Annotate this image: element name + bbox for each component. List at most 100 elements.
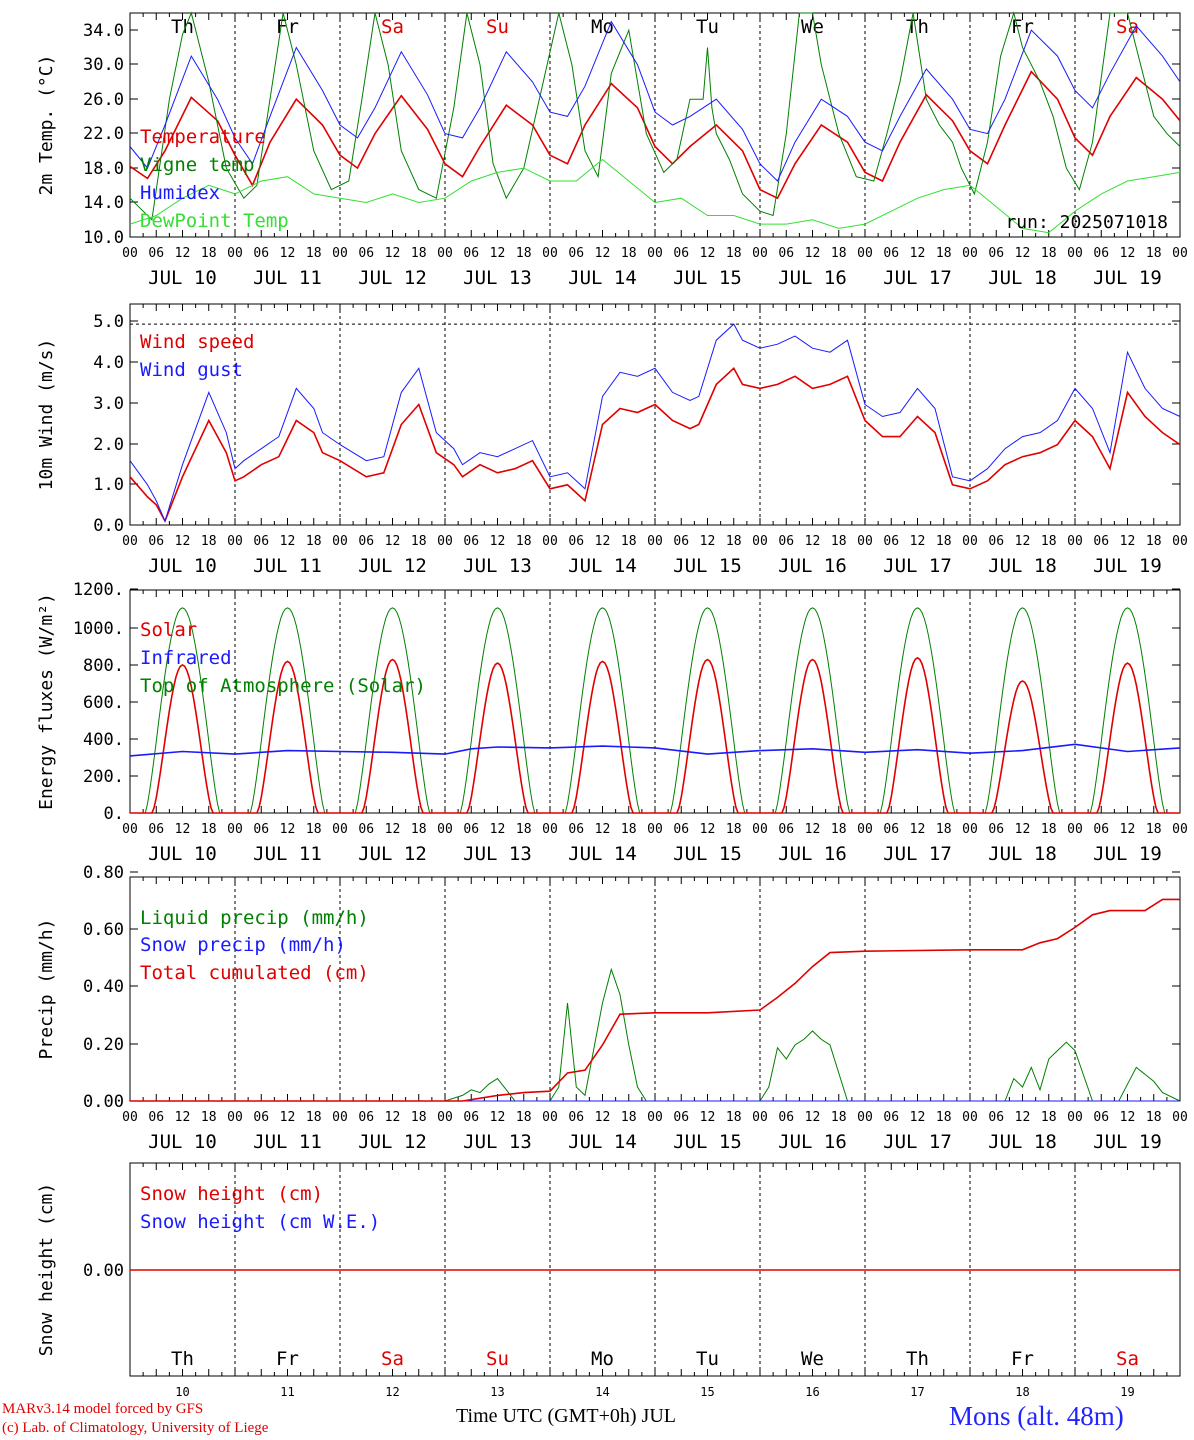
x-date-label: JUL 12 [358, 1131, 427, 1153]
weekday-label: Su [486, 16, 509, 38]
x-hour-label: 06 [358, 1110, 374, 1125]
x-hour-label: 06 [778, 246, 794, 261]
y-tick-label: 0.60 [83, 920, 124, 940]
series-line-total-cumulated-cm- [130, 898, 1180, 1102]
x-hour-label: 18 [201, 1110, 217, 1125]
y-tick-label: 0.00 [83, 1261, 124, 1281]
x-hour-label: 18 [1041, 1110, 1057, 1125]
legend-entry: Top of Atmosphere (Solar) [140, 675, 426, 697]
x-date-label: JUL 17 [883, 1131, 952, 1153]
series-line-infrared [129, 743, 1181, 757]
x-hour-label: 12 [385, 822, 401, 837]
x-hour-label: 12 [1120, 246, 1136, 261]
x-hour-label: 12 [805, 534, 821, 549]
x-hour-label: 18 [201, 822, 217, 837]
x-date-label: JUL 18 [988, 555, 1057, 577]
x-date-label: JUL 11 [253, 555, 322, 577]
x-hour-label: 18 [726, 246, 742, 261]
x-date-label: JUL 11 [253, 267, 322, 289]
x-hour-label: 00 [332, 534, 348, 549]
x-hour-label: 00 [122, 1110, 138, 1125]
x-hour-label: 18 [621, 822, 637, 837]
x-hour-label: 06 [148, 1110, 164, 1125]
y-axis-title: 2m Temp. (°C) [36, 55, 57, 196]
x-date-label: JUL 11 [253, 1131, 322, 1153]
x-hour-label: 06 [883, 534, 899, 549]
day-number-label: 12 [385, 1385, 399, 1399]
y-tick-label: 0.40 [83, 977, 124, 997]
x-hour-label: 12 [1015, 822, 1031, 837]
weekday-label: Sa [381, 16, 404, 38]
series-line-wind-gust [129, 323, 1181, 523]
x-date-label: JUL 18 [988, 267, 1057, 289]
x-hour-label: 00 [1067, 534, 1083, 549]
x-hour-label: 12 [280, 534, 296, 549]
x-hour-label: 00 [437, 1110, 453, 1125]
x-hour-label: 00 [122, 822, 138, 837]
x-hour-label: 12 [1015, 1110, 1031, 1125]
x-hour-label: 06 [883, 246, 899, 261]
x-date-label: JUL 10 [148, 555, 217, 577]
weekday-label: Fr [1011, 16, 1034, 38]
x-hour-label: 18 [516, 246, 532, 261]
x-hour-label: 18 [726, 534, 742, 549]
x-hour-label: 00 [542, 822, 558, 837]
x-hour-label: 00 [647, 1110, 663, 1125]
weekday-label: Tu [696, 1348, 719, 1370]
x-hour-label: 06 [778, 1110, 794, 1125]
x-hour-label: 12 [1120, 1110, 1136, 1125]
x-hour-label: 06 [988, 1110, 1004, 1125]
x-hour-label: 06 [673, 246, 689, 261]
x-hour-label: 12 [700, 246, 716, 261]
x-hour-label: 00 [227, 822, 243, 837]
x-hour-label: 06 [253, 1110, 269, 1125]
y-tick-label: 30.0 [83, 55, 124, 75]
x-date-label: JUL 14 [568, 267, 637, 289]
weekday-label: Th [906, 16, 929, 38]
series-line-liquid-precip-mm-h- [130, 967, 1181, 1102]
x-hour-label: 18 [411, 1110, 427, 1125]
x-date-label: JUL 19 [1093, 843, 1162, 865]
x-hour-label: 18 [936, 534, 952, 549]
x-date-label: JUL 19 [1093, 555, 1162, 577]
x-hour-label: 18 [306, 822, 322, 837]
x-hour-label: 06 [673, 822, 689, 837]
y-tick-label: 26.0 [83, 90, 124, 110]
x-hour-label: 06 [778, 534, 794, 549]
x-hour-label: 06 [673, 534, 689, 549]
x-date-label: JUL 10 [148, 843, 217, 865]
x-hour-label: 00 [437, 246, 453, 261]
x-hour-label: 06 [1093, 822, 1109, 837]
x-hour-label: 18 [1041, 534, 1057, 549]
x-hour-label: 12 [595, 822, 611, 837]
weekday-label: Mo [591, 1348, 614, 1370]
x-hour-label: 00 [122, 534, 138, 549]
x-hour-label: 06 [463, 822, 479, 837]
x-hour-label: 06 [568, 822, 584, 837]
x-date-label: JUL 16 [778, 843, 847, 865]
y-tick-label: 14.0 [83, 193, 124, 213]
x-hour-label: 18 [831, 1110, 847, 1125]
lab-credit: (c) Lab. of Climatology, University of L… [2, 1420, 269, 1436]
y-tick-label: 10.0 [83, 228, 124, 248]
y-tick-label: 200. [83, 767, 124, 787]
y-tick-label: 5.0 [93, 312, 124, 332]
x-hour-label: 18 [621, 534, 637, 549]
series-line-humidex [129, 20, 1181, 182]
x-date-label: JUL 16 [778, 267, 847, 289]
x-date-label: JUL 13 [463, 1131, 532, 1153]
x-date-label: JUL 19 [1093, 267, 1162, 289]
y-tick-label: 18.0 [83, 159, 124, 179]
x-hour-label: 00 [227, 534, 243, 549]
x-hour-label: 06 [463, 1110, 479, 1125]
weekday-label: Th [906, 1348, 929, 1370]
x-hour-label: 00 [647, 822, 663, 837]
x-hour-label: 06 [568, 534, 584, 549]
x-hour-label: 00 [332, 1110, 348, 1125]
x-hour-label: 06 [1093, 534, 1109, 549]
y-tick-label: 3.0 [93, 394, 124, 414]
x-hour-label: 06 [988, 246, 1004, 261]
day-number-label: 10 [175, 1385, 189, 1399]
y-tick-label: 0.80 [83, 863, 124, 883]
